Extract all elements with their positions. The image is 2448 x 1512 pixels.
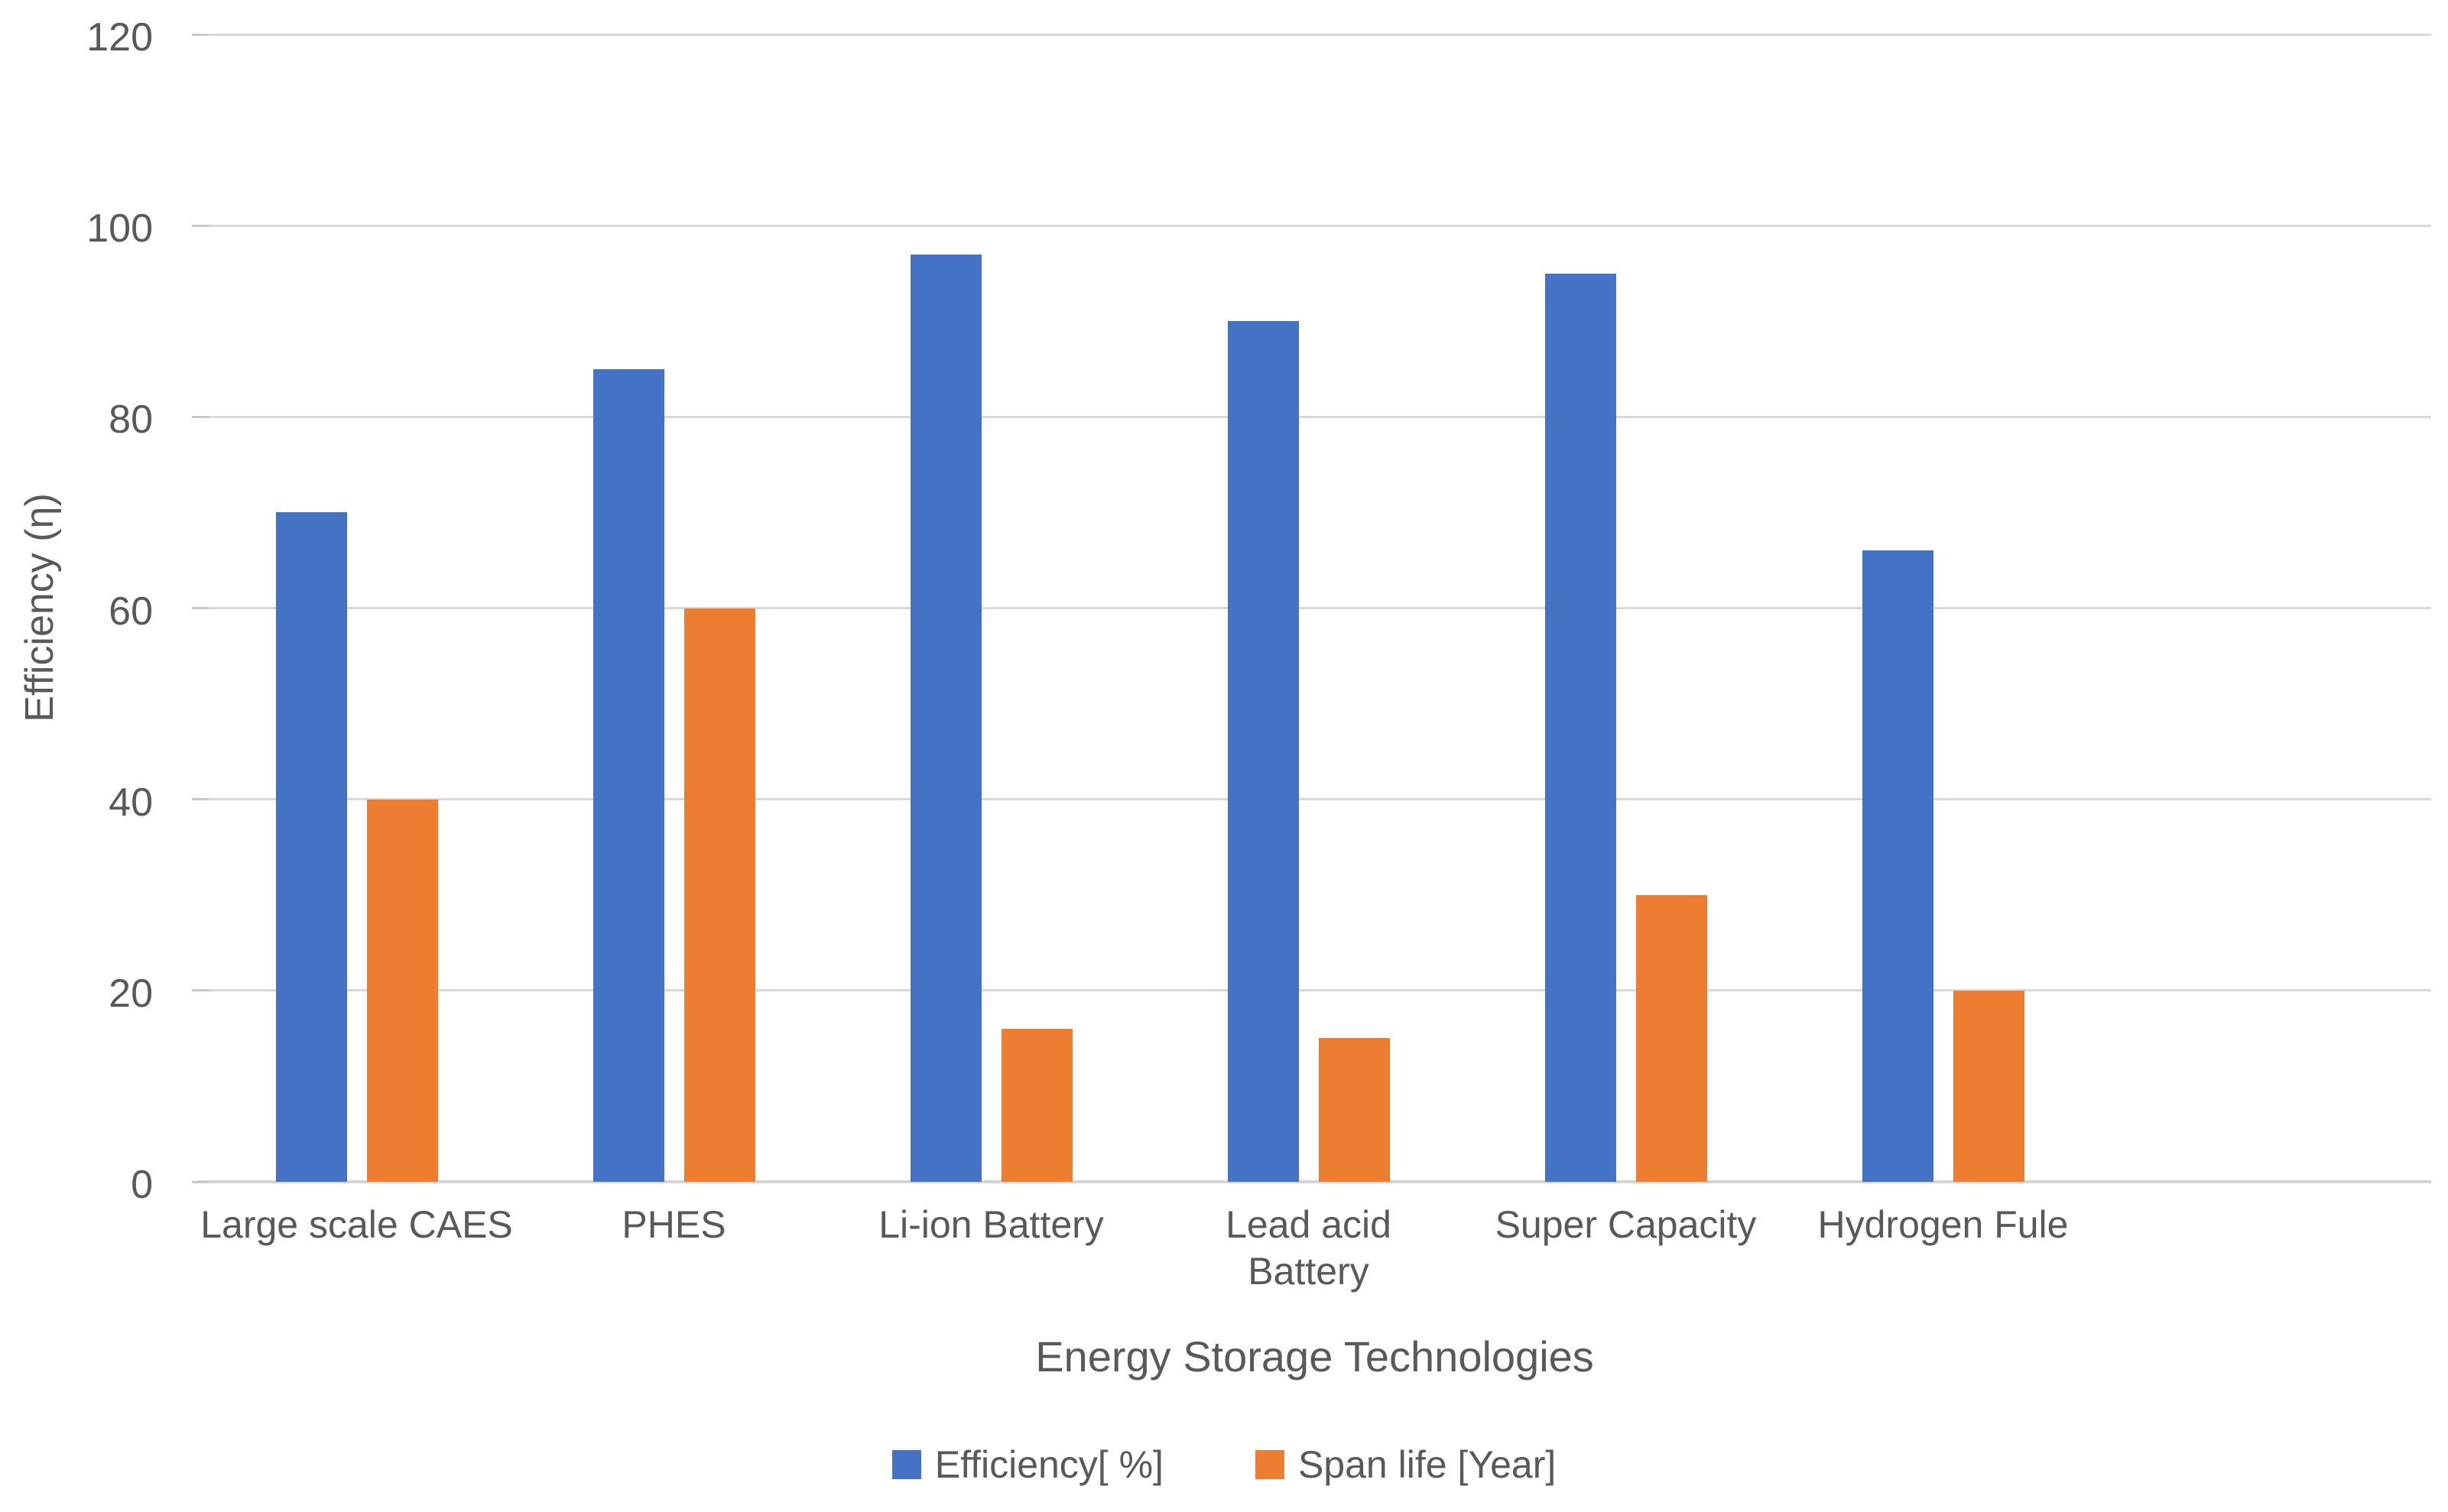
legend-item-efficiency: Efficiency[ %] (891, 1443, 1164, 1486)
legend-swatch-span-life-year (1255, 1450, 1284, 1479)
bar-span-life-year-hydrogen-fule (1953, 990, 2024, 1182)
y-tick-label-20: 20 (109, 971, 153, 1016)
y-axis-title: Efficiency (η) (18, 493, 62, 722)
bar-efficiency-large-scale-caes (275, 512, 347, 1182)
y-tick-100 (192, 224, 209, 227)
gridline-40 (198, 798, 2431, 801)
bar-efficiency-lead-acid-battery (1227, 321, 1299, 1182)
bar-efficiency-li-ion-battery (910, 254, 982, 1182)
x-category-label-hydrogen-fule: Hydrogen Fule (1817, 1203, 2069, 1246)
gridline-20 (198, 989, 2431, 992)
y-tick-60 (192, 607, 209, 609)
legend-label-efficiency: Efficiency[ %] (934, 1443, 1164, 1486)
x-category-label-large-scale-caes: Large scale CAES (200, 1203, 513, 1246)
bar-span-life-year-phes (683, 608, 755, 1182)
y-tick-20 (192, 989, 209, 992)
y-tick-label-60: 60 (109, 589, 153, 634)
y-tick-120 (192, 33, 209, 36)
gridline-80 (198, 415, 2431, 418)
bar-span-life-year-li-ion-battery (1001, 1028, 1073, 1182)
y-tick-80 (192, 415, 209, 418)
gridline-120 (198, 33, 2431, 36)
y-tick-40 (192, 798, 209, 801)
bar-span-life-year-lead-acid-battery (1318, 1038, 1390, 1182)
y-tick-label-0: 0 (131, 1163, 153, 1207)
legend-label-span-life-year: Span life [Year] (1297, 1443, 1557, 1486)
x-category-label-phes: PHES (622, 1203, 726, 1246)
y-tick-label-100: 100 (86, 206, 153, 251)
x-category-label-lead-acid-battery: Lead acid Battery (1226, 1203, 1391, 1293)
gridline-60 (198, 607, 2431, 609)
bar-span-life-year-super-capacity (1635, 894, 1707, 1182)
legend-item-span-life-year: Span life [Year] (1255, 1445, 1556, 1484)
y-tick-label-80: 80 (109, 397, 153, 443)
y-tick-0 (192, 1180, 209, 1183)
x-category-label-li-ion-battery: Li-ion Battery (878, 1203, 1104, 1246)
x-category-label-super-capacity: Super Capacity (1495, 1203, 1757, 1246)
bar-efficiency-phes (593, 368, 664, 1182)
gridline-100 (198, 224, 2431, 227)
bar-efficiency-super-capacity (1544, 273, 1616, 1182)
legend: Efficiency[ %] Span life [Year] (0, 1437, 2448, 1492)
legend-swatch-efficiency (891, 1450, 921, 1479)
bar-efficiency-hydrogen-fule (1862, 550, 1933, 1182)
y-tick-label-40: 40 (109, 780, 153, 825)
bar-span-life-year-large-scale-caes (366, 799, 438, 1182)
y-tick-label-120: 120 (86, 15, 153, 60)
x-axis-title: Energy Storage Technologies (1035, 1332, 1594, 1381)
x-axis-line (198, 1180, 2431, 1183)
